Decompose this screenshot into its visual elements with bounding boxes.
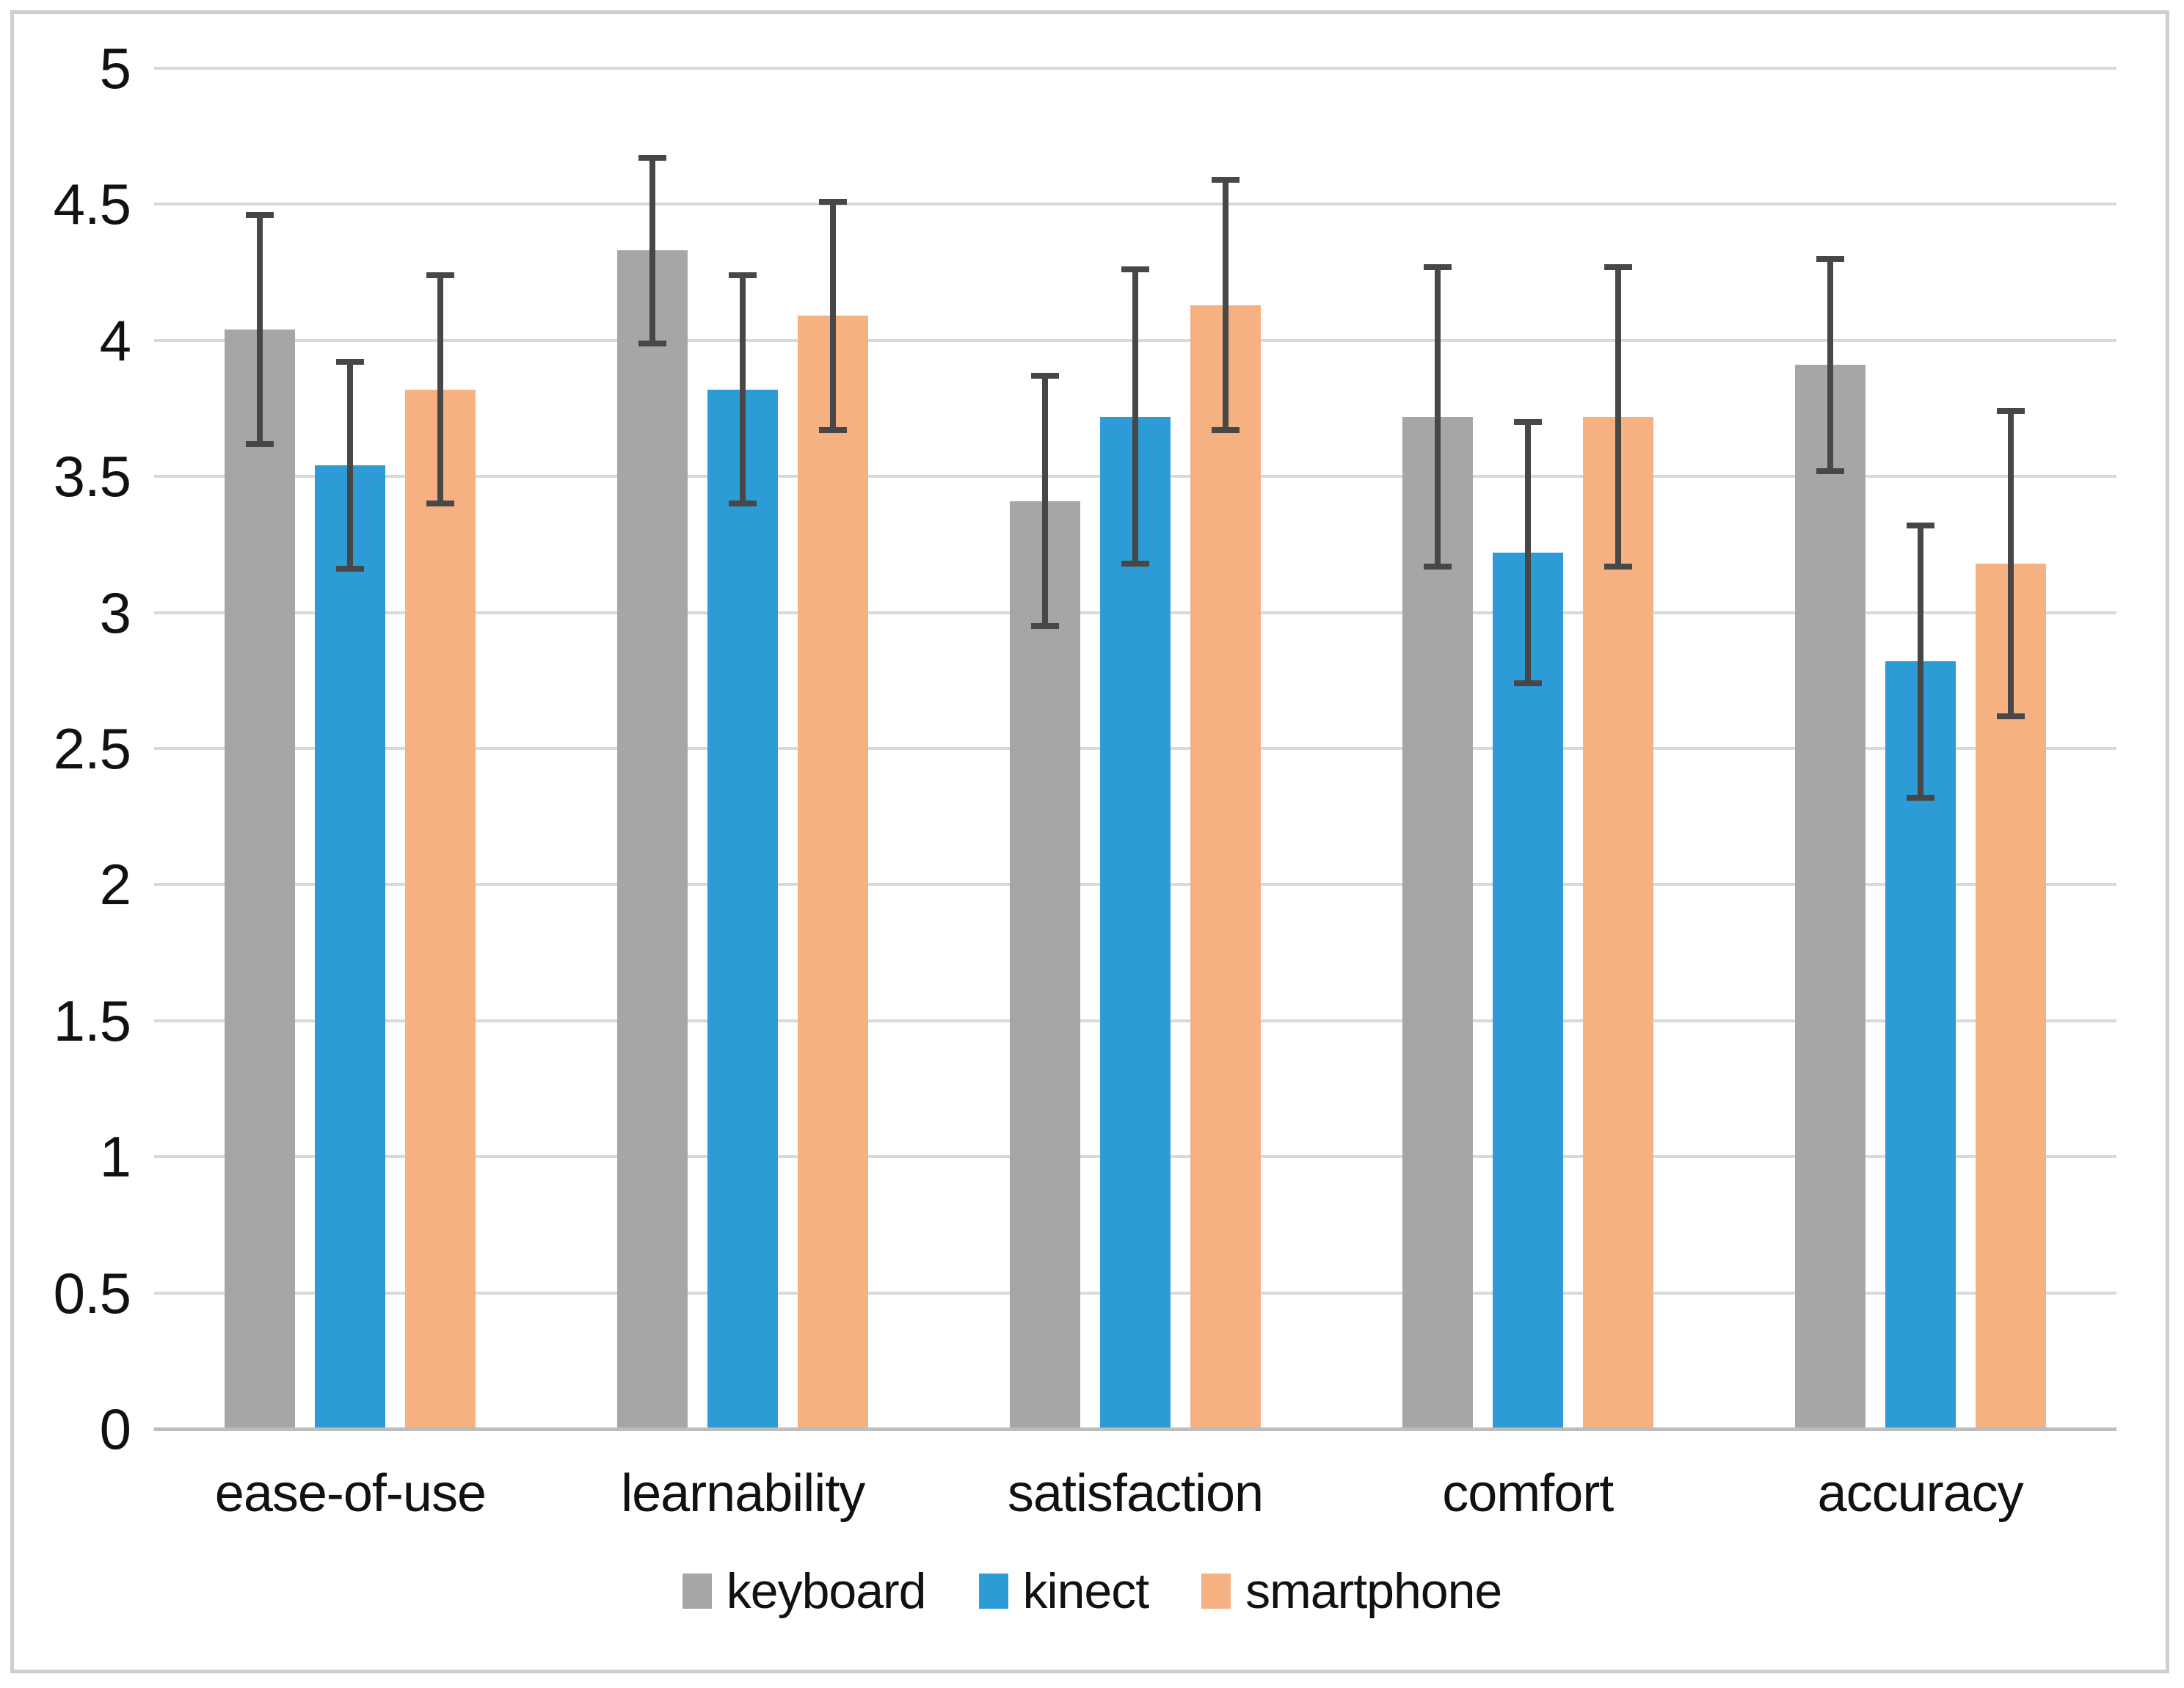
legend-item-smartphone: smartphone [1201, 1562, 1502, 1620]
gridline [154, 67, 2116, 70]
y-tick-label: 4 [99, 308, 131, 373]
legend-marker-keyboard [682, 1574, 712, 1609]
error-bar-line [1917, 525, 1923, 798]
error-bar-cap-top [1816, 255, 1844, 262]
legend-item-kinect: kinect [978, 1562, 1150, 1620]
legend-item-keyboard: keyboard [682, 1562, 926, 1620]
error-bar-line [1615, 266, 1621, 567]
bar-kinect-satisfaction [1100, 416, 1171, 1429]
error-bar-cap-top [426, 272, 455, 278]
error-bar-line [437, 274, 444, 504]
legend-marker-kinect [978, 1574, 1008, 1609]
y-tick-label: 2 [99, 852, 131, 917]
error-bar-cap-bottom [1513, 680, 1542, 686]
error-bar-cap-bottom [1604, 563, 1632, 570]
x-category-label: learnability [621, 1464, 865, 1523]
y-tick-label: 1 [99, 1124, 131, 1190]
error-bar-cap-bottom [246, 440, 274, 447]
error-bar-cap-top [819, 198, 848, 205]
error-bar-cap-top [336, 359, 365, 365]
error-bar-cap-top [246, 212, 274, 219]
y-tick-label: 3 [99, 580, 131, 645]
x-axis-line [154, 1427, 2116, 1431]
error-bar-line [347, 362, 354, 570]
gridline [154, 203, 2116, 206]
error-bar-cap-top [1996, 408, 2025, 415]
legend-label: kinect [1022, 1563, 1150, 1619]
error-bar-line [649, 158, 656, 343]
error-bar-cap-bottom [336, 566, 365, 572]
bar-kinect-ease-of-use [315, 465, 386, 1429]
bar-smartphone-satisfaction [1190, 305, 1261, 1429]
error-bar-cap-top [1121, 266, 1149, 273]
bar-smartphone-learnability [798, 316, 869, 1429]
error-bar-cap-top [1513, 419, 1542, 426]
error-bar-cap-bottom [1212, 427, 1240, 434]
error-bar-cap-bottom [1996, 713, 2025, 719]
bar-keyboard-ease-of-use [225, 329, 296, 1429]
error-bar-line [1524, 422, 1531, 683]
error-bar-cap-bottom [1031, 623, 1059, 630]
bar-keyboard-learnability [617, 250, 688, 1429]
error-bar-line [1132, 269, 1138, 564]
error-bar-cap-bottom [819, 427, 848, 434]
error-bar-cap-bottom [1816, 468, 1844, 474]
error-bar-cap-top [1031, 373, 1059, 379]
error-bar-line [830, 201, 837, 431]
legend-label: keyboard [726, 1563, 927, 1619]
error-bar-cap-top [1212, 177, 1240, 183]
error-bar-cap-top [638, 155, 667, 161]
error-bar-cap-top [1423, 263, 1452, 270]
error-bar-cap-top [1604, 263, 1632, 270]
y-tick-label: 0.5 [53, 1260, 131, 1325]
y-tick-label: 2.5 [53, 716, 131, 781]
bar-keyboard-comfort [1402, 416, 1473, 1429]
x-category-label: ease-of-use [214, 1464, 487, 1523]
error-bar-cap-bottom [1121, 560, 1149, 567]
error-bar-line [2007, 411, 2014, 716]
error-bar-line [1434, 266, 1441, 567]
bar-smartphone-comfort [1582, 416, 1653, 1429]
error-bar-cap-bottom [1906, 794, 1934, 801]
y-tick-label: 0 [99, 1397, 131, 1461]
error-bar-cap-bottom [729, 501, 757, 507]
legend-marker-smartphone [1201, 1574, 1231, 1609]
bar-kinect-learnability [707, 389, 779, 1429]
y-tick-label: 1.5 [53, 988, 131, 1053]
x-category-label: satisfaction [1007, 1464, 1264, 1523]
error-bar-cap-bottom [638, 340, 667, 346]
x-category-label: comfort [1442, 1464, 1614, 1523]
bar-smartphone-ease-of-use [405, 389, 476, 1429]
y-tick-label: 3.5 [53, 444, 131, 509]
error-bar-cap-bottom [1423, 563, 1452, 570]
bar-kinect-comfort [1492, 553, 1563, 1429]
error-bar-cap-top [729, 272, 757, 278]
error-bar-line [1223, 180, 1228, 431]
bar-keyboard-satisfaction [1010, 501, 1080, 1429]
y-tick-label: 5 [99, 36, 131, 101]
error-bar-cap-bottom [426, 501, 455, 507]
y-tick-label: 4.5 [53, 172, 131, 237]
error-bar-line [257, 215, 263, 444]
error-bar-line [1042, 376, 1048, 627]
legend: keyboard kinect smartphone [0, 1562, 2184, 1620]
x-category-label: accuracy [1817, 1464, 2024, 1523]
legend-label: smartphone [1245, 1563, 1502, 1619]
error-bar-line [740, 274, 746, 504]
error-bar-line [1827, 258, 1833, 471]
bar-keyboard-accuracy [1794, 365, 1866, 1429]
error-bar-cap-top [1906, 522, 1934, 528]
figure-border [10, 10, 2169, 1673]
